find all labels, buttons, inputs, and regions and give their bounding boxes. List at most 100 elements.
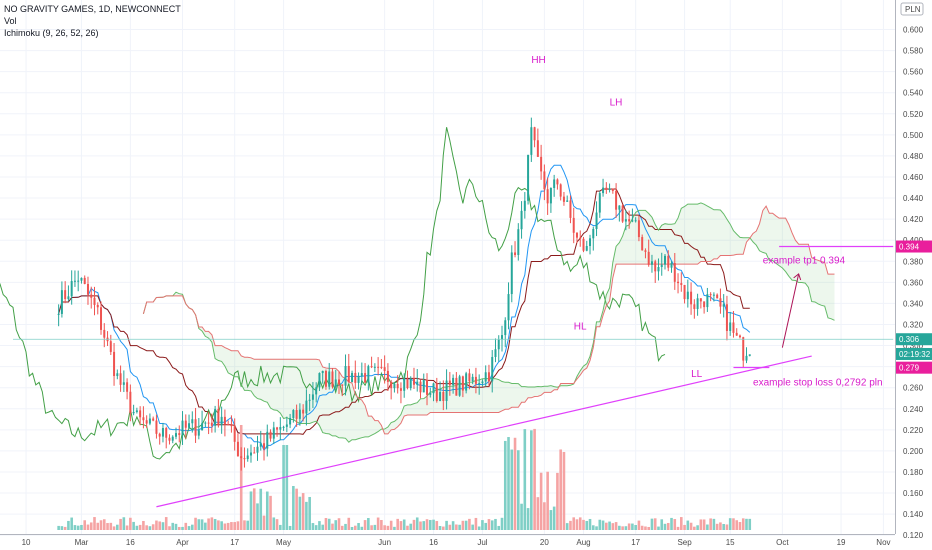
volume-bar (680, 517, 683, 530)
volume-bar (269, 495, 272, 530)
volume-bar (249, 491, 253, 530)
candle-body (504, 320, 507, 336)
volume-bar (507, 437, 510, 530)
candle-body (109, 341, 112, 352)
volume-bar (340, 525, 344, 530)
volume-bar (598, 519, 602, 530)
volume-bar (601, 520, 605, 530)
volume-bar (96, 522, 100, 530)
price-axis[interactable]: PLN 0.600 0.580 0.560 0.540 0.520 0.500 0.480 0.… (895, 0, 932, 550)
volume-bar (285, 445, 289, 530)
volume-bar (660, 519, 664, 530)
volume-bar (415, 517, 419, 530)
candle-body (86, 283, 89, 295)
volume-bar (644, 526, 647, 530)
volume-bar (575, 519, 579, 530)
volume-bar (57, 525, 60, 530)
candle-body (745, 355, 748, 361)
candle-body (442, 391, 445, 401)
volume-bar (132, 521, 135, 530)
candle-body (318, 373, 321, 388)
candle-body (631, 220, 634, 222)
volume-bar (347, 517, 351, 530)
candle-body (360, 373, 363, 376)
volume-bar (745, 518, 748, 530)
time-tick-label: 19 (837, 538, 846, 547)
candle-body (331, 371, 334, 387)
candle-body (409, 378, 412, 389)
candle-body (572, 217, 575, 233)
candle-body (650, 261, 653, 265)
volume-bar (442, 526, 445, 530)
candle-body (686, 291, 689, 300)
drawings (13, 245, 894, 508)
volume-bar (60, 526, 64, 530)
price-tick-label: 0.440 (903, 194, 924, 203)
time-tick-label: 20 (540, 538, 549, 547)
candle-body (158, 433, 161, 437)
volume-bar (86, 524, 90, 530)
volume-bar (627, 523, 631, 530)
candle-body (589, 238, 592, 246)
volume-bar (683, 524, 686, 530)
candle-body (263, 443, 266, 449)
volume-bar (572, 517, 576, 530)
volume-bar (295, 488, 298, 530)
candle-body (100, 307, 103, 330)
currency-box (900, 2, 924, 16)
candle-body (582, 238, 585, 251)
candle-body (474, 376, 477, 384)
price-tag-label: 0.394 (899, 243, 920, 252)
candle-body (393, 383, 396, 389)
volume-bar (194, 517, 197, 530)
candle-body (90, 294, 93, 298)
volume-bar (657, 526, 660, 530)
candle-body (452, 377, 455, 386)
price-tick-label: 0.260 (903, 384, 924, 393)
volume-bar (360, 526, 364, 530)
time-axis[interactable]: 10 Mar 16 Apr 17 May Jun 16 Jul 20 Aug 17 Sep 15 Oct 19… (0, 534, 895, 548)
volume-bar (119, 518, 122, 530)
candle-body (575, 232, 578, 238)
volume-bar (735, 520, 739, 530)
candle-body (725, 304, 728, 331)
candle-body (161, 427, 164, 437)
volume-bar (591, 525, 595, 530)
candle-body (181, 420, 184, 436)
volume-bar (445, 520, 448, 530)
price-tick-label: 0.420 (903, 215, 924, 224)
candle-body (194, 419, 197, 436)
volume-bar (468, 518, 471, 530)
price-tick-label: 0.600 (903, 26, 924, 35)
volume-bar (389, 520, 393, 530)
price-tag-label: 0.306 (899, 335, 920, 344)
candle-body (729, 322, 732, 331)
candle-body (119, 373, 122, 385)
candle-body (168, 437, 171, 441)
volume-bar (719, 522, 722, 530)
candle-body (165, 427, 168, 438)
candle-body (386, 370, 389, 382)
volume-bar (706, 524, 709, 530)
candle-body (719, 298, 722, 307)
volume-bar (174, 523, 178, 530)
time-tick-label: 17 (230, 538, 239, 547)
volume-bar (70, 517, 73, 530)
volume-bar (432, 519, 435, 530)
candle-body (738, 335, 741, 338)
volume-bar (226, 522, 230, 530)
candle-body (80, 277, 83, 281)
candle-body (510, 252, 513, 295)
volume-bar (93, 517, 96, 530)
candle-body (422, 379, 425, 393)
price-tag-bg (896, 361, 932, 374)
candle-body (73, 280, 76, 282)
candle-body (429, 393, 432, 395)
volume-bar (292, 485, 295, 530)
candle-body (249, 452, 252, 456)
candle-body (536, 140, 539, 157)
time-tick-label: 10 (22, 538, 31, 547)
volume-bar (712, 518, 716, 530)
candle-body (667, 255, 670, 268)
